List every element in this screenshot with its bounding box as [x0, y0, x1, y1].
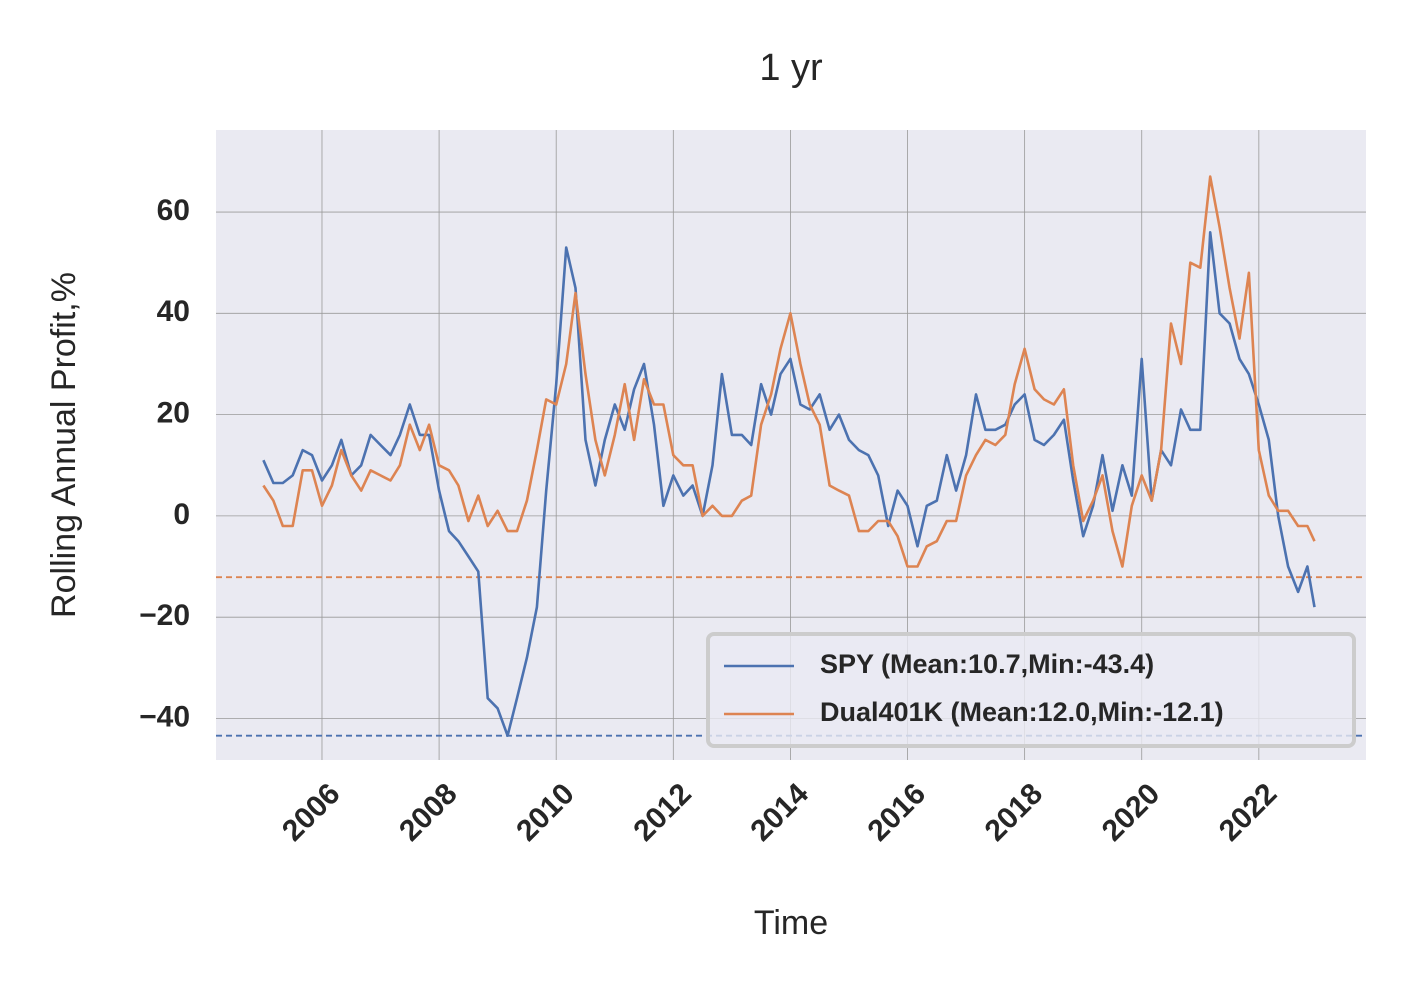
x-tick-label: 2010 — [510, 777, 581, 848]
series-line — [262, 231, 1316, 737]
x-tick-label: 2016 — [862, 777, 933, 848]
y-tick-label: −40 — [139, 700, 190, 733]
y-tick-label: −20 — [139, 599, 190, 632]
y-tick-label: 0 — [173, 498, 190, 531]
y-tick-label: 60 — [157, 194, 190, 227]
x-axis-label: Time — [754, 904, 828, 942]
series-line — [262, 175, 1316, 568]
legend-label: SPY (Mean:10.7,Min:-43.4) — [820, 649, 1154, 679]
x-tick-label: 2008 — [393, 777, 464, 848]
x-tick-label: 2014 — [744, 777, 815, 848]
y-tick-label: 20 — [157, 397, 190, 430]
x-tick-label: 2012 — [627, 777, 698, 848]
legend-box — [706, 632, 1356, 748]
y-tick-label: 40 — [157, 295, 190, 328]
x-tick-label: 2022 — [1213, 777, 1284, 848]
x-tick-label: 2020 — [1096, 777, 1167, 848]
legend-label: Dual401K (Mean:12.0,Min:-12.1) — [820, 697, 1224, 727]
x-tick-label: 2006 — [276, 777, 347, 848]
y-axis-label: Rolling Annual Profit,% — [45, 272, 83, 618]
chart-title: 1 yr — [759, 47, 823, 89]
x-tick-label: 2018 — [979, 777, 1050, 848]
